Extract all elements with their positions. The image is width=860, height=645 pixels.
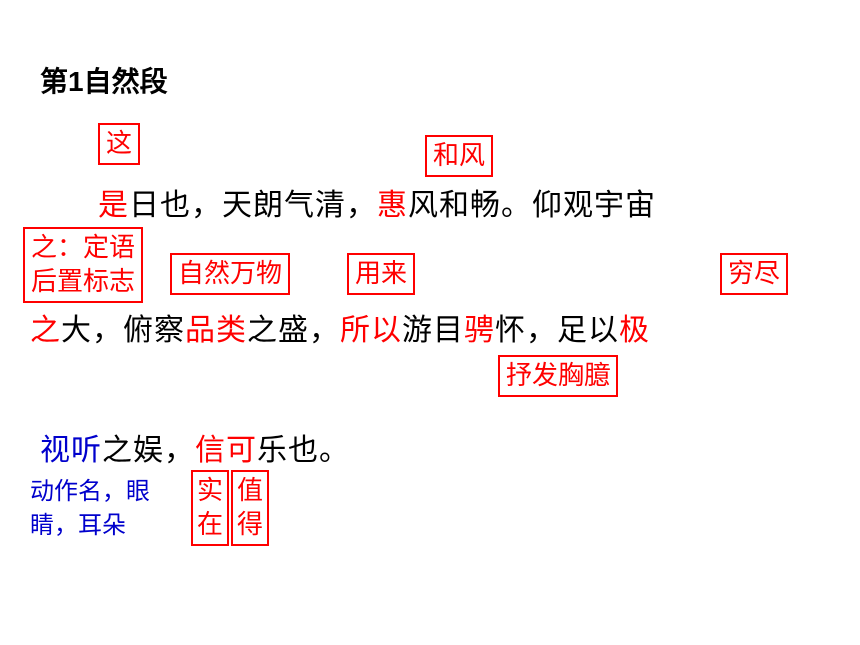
- text-black: 怀，足以: [495, 314, 619, 347]
- body-line-1: 是日也，天朗气清，惠风和畅。仰观宇宙: [98, 180, 656, 224]
- section-heading: 第1自然段: [40, 60, 168, 100]
- anno-hefeng: 和风: [425, 135, 493, 177]
- note-line2: 睛，耳朵: [30, 512, 126, 539]
- slide: { "heading": "第1自然段", "line1": { "part1_…: [0, 0, 860, 645]
- text-black: 乐也。: [257, 434, 350, 467]
- anno-yonglai: 用来: [347, 253, 415, 295]
- text-red: 之: [30, 314, 61, 347]
- anno-qiongjin: 穷尽: [720, 253, 788, 295]
- anno-shufa: 抒发胸臆: [498, 355, 618, 397]
- text-blue: 视听: [40, 434, 102, 467]
- anno-line2: 在: [197, 509, 223, 539]
- text-red: 惠: [377, 189, 408, 222]
- text-red: 是: [98, 189, 129, 222]
- body-line-2: 之大，俯察品类之盛，所以游目骋怀，足以极: [30, 305, 650, 349]
- anno-shizai: 实 在: [191, 470, 229, 546]
- anno-zhide: 值 得: [231, 470, 269, 546]
- text-red: 极: [619, 314, 650, 347]
- anno-ziran: 自然万物: [170, 253, 290, 295]
- text-red: 品类: [185, 314, 247, 347]
- anno-zhi-dingyu: 之：定语 后置标志: [23, 227, 143, 303]
- note-line1: 动作名，眼: [30, 478, 150, 505]
- body-line-3: 视听之娱，信可乐也。: [40, 425, 350, 469]
- anno-line1: 值: [237, 475, 263, 505]
- text-black: 游目: [402, 314, 464, 347]
- text-red: 信可: [195, 434, 257, 467]
- anno-line1: 之：定语: [31, 232, 135, 262]
- blue-note: 动作名，眼 睛，耳朵: [30, 475, 150, 542]
- anno-line2: 后置标志: [31, 266, 135, 296]
- text-black: 日也，天朗气清，: [129, 189, 377, 222]
- anno-zhe: 这: [98, 123, 140, 165]
- text-red: 骋: [464, 314, 495, 347]
- text-black: 大，俯察: [61, 314, 185, 347]
- text-black: 之盛，: [247, 314, 340, 347]
- text-black: 风和畅。仰观宇宙: [408, 189, 656, 222]
- text-black: 之娱，: [102, 434, 195, 467]
- anno-line2: 得: [237, 509, 263, 539]
- text-red: 所以: [340, 314, 402, 347]
- anno-line1: 实: [197, 475, 223, 505]
